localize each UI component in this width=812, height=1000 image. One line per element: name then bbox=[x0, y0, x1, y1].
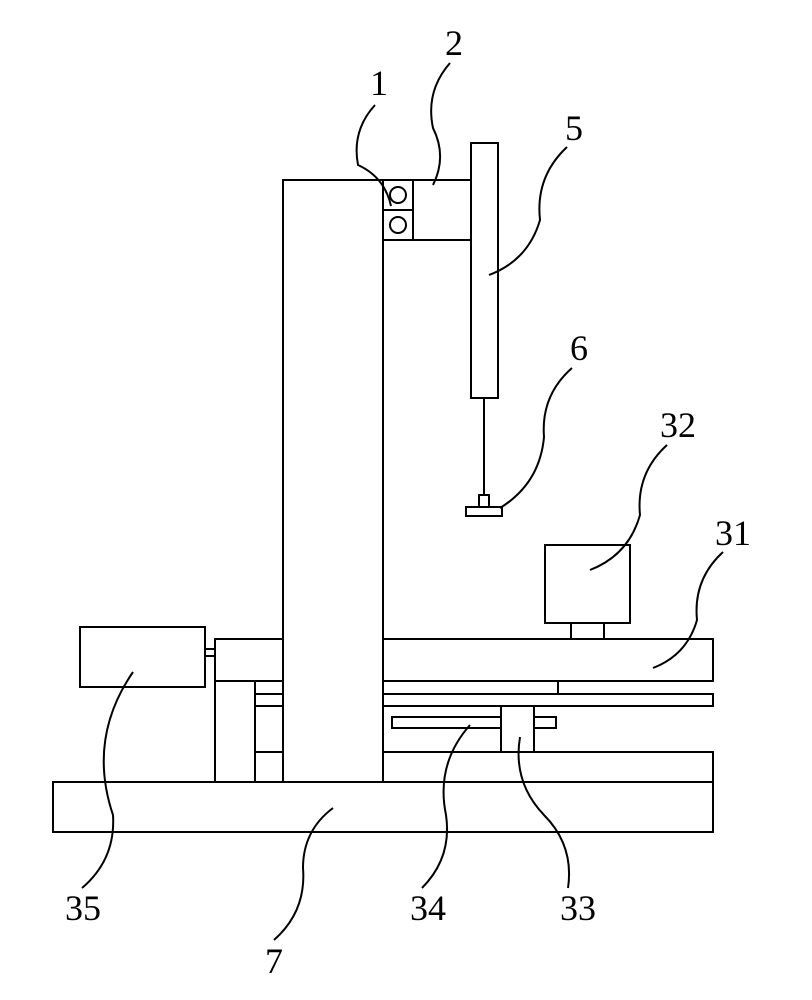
fixture-spacer bbox=[571, 623, 604, 639]
label-34: 34 bbox=[410, 888, 446, 928]
drive-motor bbox=[80, 627, 205, 687]
slider-block bbox=[501, 706, 534, 752]
label-35: 35 bbox=[65, 888, 101, 928]
diagram-canvas: 1 2 5 6 32 31 33 34 7 35 bbox=[0, 0, 812, 1000]
label-1: 1 bbox=[370, 63, 388, 103]
column-foot-left bbox=[215, 681, 255, 782]
column bbox=[283, 180, 383, 782]
base-plate bbox=[53, 782, 713, 832]
vertical-slide bbox=[471, 143, 498, 398]
label-5: 5 bbox=[565, 108, 583, 148]
label-6-lead bbox=[500, 368, 572, 508]
label-6: 6 bbox=[570, 328, 588, 368]
label-35-lead bbox=[82, 672, 133, 888]
label-5-lead bbox=[489, 147, 567, 275]
label-31: 31 bbox=[715, 513, 751, 553]
label-7: 7 bbox=[265, 941, 283, 981]
label-33: 33 bbox=[560, 888, 596, 928]
tool-stem bbox=[479, 495, 489, 507]
label-2-lead bbox=[431, 63, 450, 185]
label-2: 2 bbox=[445, 23, 463, 63]
tool-disc bbox=[466, 507, 502, 516]
column-foot-right bbox=[383, 681, 558, 694]
label-32: 32 bbox=[660, 405, 696, 445]
fixture-block bbox=[545, 545, 630, 623]
